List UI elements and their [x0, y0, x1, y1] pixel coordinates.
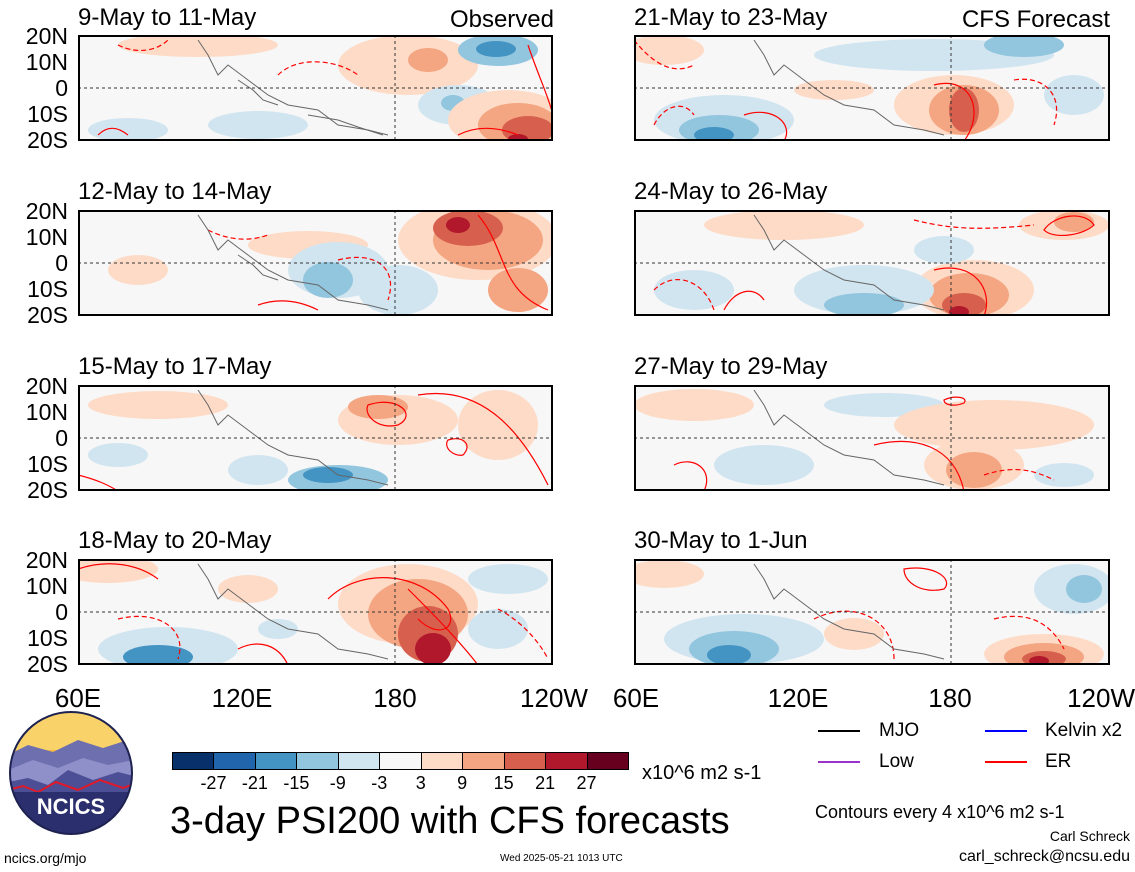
footer-url[interactable]: ncics.org/mjo	[4, 850, 87, 866]
colorbar-tick-label: -9	[329, 773, 346, 793]
contour-note: Contours every 4 x10^6 m2 s-1	[815, 802, 1065, 822]
lon-label-120w-left: 120W	[520, 683, 588, 713]
lat-label: 10S	[27, 625, 68, 651]
lat-label: 10N	[25, 49, 68, 75]
panel-title-left-3: 15-May to 17-May	[78, 353, 272, 380]
lat-label: 20S	[27, 477, 68, 503]
colorbar-tick-label: 21	[535, 773, 556, 793]
colorbar-tick-label: 9	[457, 773, 468, 793]
lon-label-60e-left: 60E	[54, 683, 102, 713]
colorbar-tick-label: 3	[415, 773, 426, 793]
legend-line-er	[985, 761, 1027, 763]
lon-label-120e-left: 120E	[211, 683, 273, 713]
colorbar-swatch	[172, 752, 215, 770]
colorbar-ticks: -27 -21 -15 -9 -3 3 9 15 21 27	[172, 774, 628, 794]
map-panel-right-3	[634, 385, 1110, 491]
legend-label-er: ER	[1045, 751, 1072, 772]
map-panel-left-4	[78, 559, 553, 665]
lat-label: 0	[55, 250, 68, 276]
map-panel-left-2	[78, 210, 553, 316]
lat-label: 20S	[27, 302, 68, 328]
lon-label-180-right: 180	[928, 683, 972, 713]
legend-label-kelvin: Kelvin x2	[1045, 720, 1123, 741]
colorbar-tick-label: -27	[200, 773, 227, 793]
colorbar-swatch	[462, 752, 505, 770]
panel-title-left-1: 9-May to 11-May	[78, 4, 257, 31]
lat-label: 20N	[25, 198, 68, 224]
lon-label-120e-right: 120E	[767, 683, 829, 713]
lat-label: 0	[55, 599, 68, 625]
colorbar-swatch	[337, 752, 381, 770]
lat-label: 20S	[27, 127, 68, 153]
colorbar-tick-label: 27	[576, 773, 597, 793]
credit-email[interactable]: carl_schreck@ncsu.edu	[959, 848, 1130, 865]
lat-label: 10S	[27, 451, 68, 477]
lat-label: 10N	[25, 399, 68, 425]
map-panel-left-1	[78, 35, 553, 141]
map-panel-right-1	[634, 35, 1110, 141]
lat-label: 20N	[25, 373, 68, 399]
lat-label: 0	[55, 425, 68, 451]
credit-name: Carl Schreck	[1049, 828, 1130, 844]
colorbar-swatch	[296, 752, 339, 770]
observed-label: Observed	[449, 6, 554, 33]
panel-title-right-4: 30-May to 1-Jun	[634, 527, 808, 554]
colorbar-swatch	[379, 752, 422, 770]
colorbar-units: x10^6 m2 s-1	[642, 762, 762, 784]
panel-title-right-1: 21-May to 23-May	[634, 4, 828, 31]
colorbar-swatch	[503, 752, 547, 770]
forecast-label: CFS Forecast	[961, 6, 1110, 33]
lat-label: 20N	[25, 547, 68, 573]
lon-label-180-left: 180	[373, 683, 417, 713]
map-panel-right-4	[634, 559, 1110, 665]
colorbar-swatch	[213, 752, 256, 770]
lat-label: 10S	[27, 101, 68, 127]
lon-label-120w-right: 120W	[1067, 683, 1135, 713]
panel-title-right-2: 24-May to 26-May	[634, 178, 828, 205]
colorbar-swatch	[545, 752, 588, 770]
lat-label: 10N	[25, 573, 68, 599]
panel-title-left-2: 12-May to 14-May	[78, 178, 272, 205]
legend-label-mjo: MJO	[879, 720, 920, 741]
legend-line-mjo	[818, 730, 860, 732]
colorbar-swatch	[254, 752, 298, 770]
panel-title-left-4: 18-May to 20-May	[78, 527, 272, 554]
colorbar-tick-label: -3	[371, 773, 388, 793]
colorbar-tick-label: 15	[493, 773, 514, 793]
colorbar-swatch	[420, 752, 464, 770]
lat-label: 10N	[25, 224, 68, 250]
logo-text: NCICS	[37, 794, 105, 819]
map-panel-left-3	[78, 385, 553, 491]
colorbar-tick-label: -21	[241, 773, 268, 793]
timestamp: Wed 2025-05-21 1013 UTC	[500, 853, 623, 864]
legend-label-low: Low	[879, 751, 914, 772]
colorbar-swatch	[586, 752, 629, 770]
panel-title-right-3: 27-May to 29-May	[634, 353, 828, 380]
main-title: 3-day PSI200 with CFS forecasts	[170, 800, 730, 842]
lat-label: 10S	[27, 276, 68, 302]
colorbar	[172, 752, 629, 772]
ncics-logo: NCICS	[9, 711, 133, 835]
lat-label: 20S	[27, 651, 68, 677]
legend-line-low	[818, 761, 860, 763]
legend-line-kelvin	[985, 730, 1027, 732]
map-panel-right-2	[634, 210, 1110, 316]
lat-label: 0	[55, 75, 68, 101]
lon-label-60e-right: 60E	[612, 683, 660, 713]
colorbar-tick-label: -15	[283, 773, 310, 793]
lat-label: 20N	[25, 23, 68, 49]
